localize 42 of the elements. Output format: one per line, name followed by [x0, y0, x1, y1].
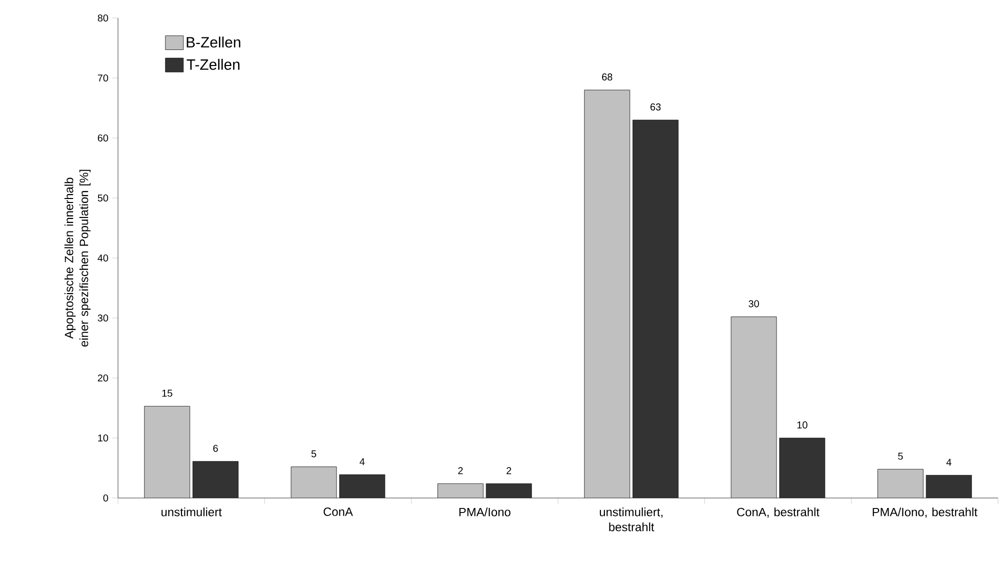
bar — [144, 406, 190, 498]
bar — [192, 461, 238, 498]
y-tick-label: 10 — [98, 434, 108, 442]
bar — [291, 466, 337, 498]
data-label: 10 — [797, 421, 808, 428]
x-tick-label: ConA, bestrahlt — [737, 508, 820, 518]
x-tick-label: unstimuliert — [162, 508, 222, 516]
bar — [779, 438, 825, 498]
y-tick-label: 80 — [98, 14, 108, 22]
data-label: 2 — [458, 467, 463, 474]
data-label: 4 — [360, 458, 365, 466]
y-tick-label: 30 — [98, 314, 108, 322]
y-tick-label: 0 — [103, 494, 108, 502]
data-label: 4 — [946, 458, 952, 466]
y-tick-label: 60 — [98, 134, 108, 142]
y-tick-label: 70 — [98, 74, 108, 82]
bar — [584, 90, 630, 498]
data-label: 6 — [213, 444, 218, 452]
bar — [926, 475, 972, 498]
x-tick-label: ConA — [324, 508, 353, 516]
bar — [632, 120, 678, 498]
data-label: 2 — [506, 467, 512, 474]
bar — [438, 484, 484, 498]
data-label: 15 — [162, 390, 172, 397]
data-label: 30 — [748, 300, 759, 308]
x-tick-label: PMA/Iono — [459, 508, 510, 516]
y-tick-label: 50 — [98, 194, 108, 202]
x-tick-label: unstimuliert, bestrahlt — [600, 508, 662, 532]
bar — [731, 316, 777, 498]
data-label: 5 — [311, 450, 316, 458]
bar — [878, 469, 924, 498]
y-axis-title: Apoptosische Zellen innerhalb einer spezifischen Population [%] — [64, 170, 91, 347]
data-label: 63 — [650, 103, 661, 110]
legend-label: T-Zellen — [186, 58, 240, 70]
legend-label: B-Zellen — [186, 36, 240, 48]
bar — [339, 474, 385, 498]
data-label: 5 — [898, 452, 903, 460]
data-label: 68 — [602, 73, 612, 80]
y-tick-label: 40 — [98, 254, 108, 262]
bar — [486, 484, 532, 498]
x-tick-label: PMA/Iono, bestrahlt — [872, 508, 978, 518]
y-tick-label: 20 — [98, 374, 108, 382]
